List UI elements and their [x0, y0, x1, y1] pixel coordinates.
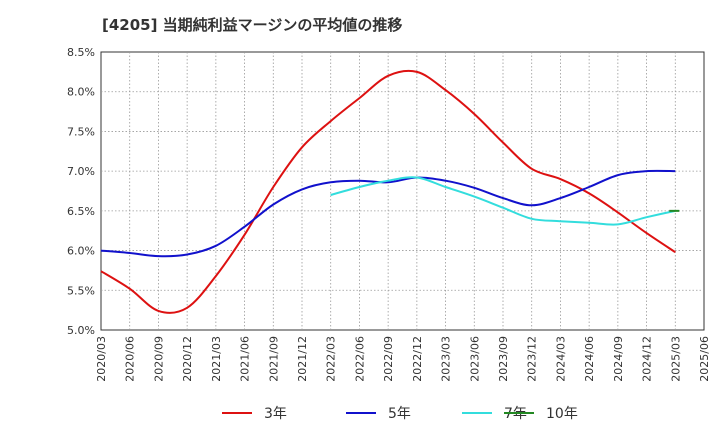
- x-tick-label: 2023/06: [468, 336, 481, 382]
- y-tick-label: 6.0%: [67, 245, 95, 258]
- y-tick-label: 5.5%: [67, 284, 95, 297]
- y-tick-label: 8.0%: [67, 86, 95, 99]
- plot-background: [100, 51, 705, 331]
- y-tick-label: 7.0%: [67, 165, 95, 178]
- x-tick-label: 2023/09: [497, 336, 510, 382]
- horizontal-gridlines: [101, 91, 704, 291]
- vertical-gridlines: [129, 52, 676, 330]
- legend: 3年5年7年10年: [222, 406, 578, 422]
- y-tick-label: 6.5%: [67, 205, 95, 218]
- series-line-1: [100, 69, 676, 314]
- x-tick-label: 2020/06: [124, 336, 137, 382]
- x-tick-label: 2023/03: [440, 336, 453, 382]
- legend-label: 10年: [546, 406, 578, 422]
- x-tick-label: 2024/09: [612, 336, 625, 382]
- x-tick-label: 2024/12: [641, 336, 654, 382]
- x-tick-label: 2022/06: [353, 336, 366, 382]
- x-tick-label: 2022/09: [382, 336, 395, 382]
- legend-label: 5年: [388, 406, 411, 422]
- x-tick-label: 2024/03: [554, 336, 567, 382]
- y-tick-label: 5.0%: [67, 324, 95, 337]
- x-tick-label: 2021/09: [267, 336, 280, 382]
- x-tick-label: 2020/03: [95, 336, 108, 382]
- x-tick-label: 2020/12: [181, 336, 194, 382]
- x-tick-label: 2025/06: [698, 336, 711, 382]
- x-tick-label: 2021/12: [296, 336, 309, 382]
- legend-label: 3年: [264, 406, 287, 422]
- x-tick-label: 2022/12: [411, 336, 424, 382]
- x-tick-label: 2022/03: [325, 336, 338, 382]
- x-tick-label: 2025/03: [669, 336, 682, 382]
- y-tick-label: 8.5%: [67, 46, 95, 59]
- y-tick-label: 7.5%: [67, 125, 95, 138]
- y-axis-tick-labels: 5.0% 5.5% 6.0% 6.5% 7.0% 7.5% 8.0% 8.5%: [67, 46, 95, 337]
- x-tick-label: 2023/12: [526, 336, 539, 382]
- x-axis-tick-labels: 2020/03 2020/06 2020/09 2020/12 2021/03 2021/…: [95, 336, 711, 382]
- series-line-2: [100, 169, 676, 258]
- x-tick-label: 2020/09: [152, 336, 165, 382]
- x-tick-label: 2024/06: [583, 336, 596, 382]
- chart-title: [4205] 当期純利益マージンの平均値の推移: [102, 16, 403, 34]
- x-tick-label: 2021/03: [210, 336, 223, 382]
- x-tick-label: 2021/06: [239, 336, 252, 382]
- series-line-3: [330, 176, 676, 226]
- series-lines: [100, 69, 680, 314]
